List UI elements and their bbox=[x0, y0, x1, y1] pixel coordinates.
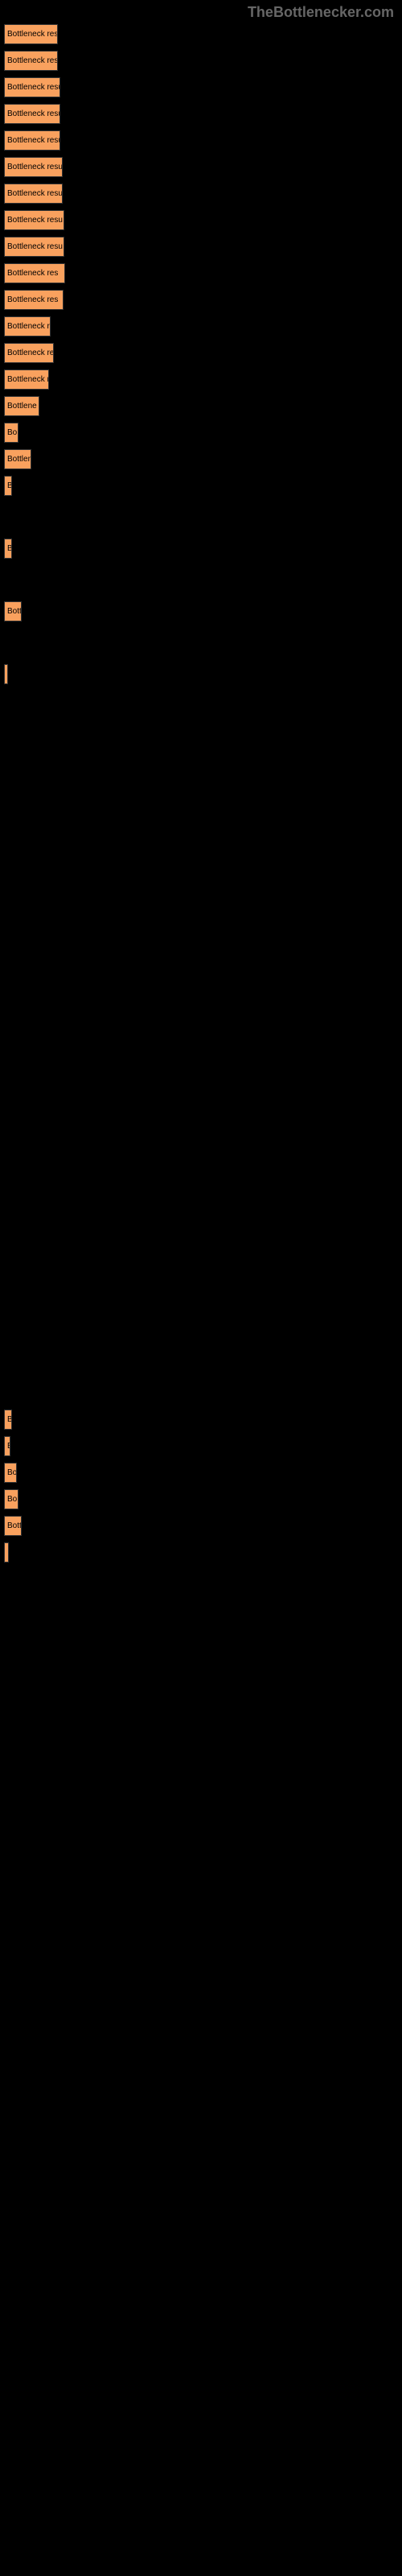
chart-row: B bbox=[4, 1410, 402, 1430]
chart-row: Bottleneck resu bbox=[4, 237, 402, 257]
chart-row bbox=[4, 1068, 402, 1104]
chart-row: Bottleneck re bbox=[4, 343, 402, 363]
chart-row bbox=[4, 727, 402, 763]
chart-bar: Bottleneck resu bbox=[4, 104, 60, 124]
chart-bar: Bottleneck resu bbox=[4, 157, 63, 177]
chart-bar: B bbox=[4, 539, 12, 559]
chart-row: Bottleneck resu bbox=[4, 130, 402, 151]
chart-row: Bottleneck resu bbox=[4, 77, 402, 97]
chart-row: Bottleneck resu bbox=[4, 184, 402, 204]
chart-row: Bott bbox=[4, 1516, 402, 1536]
chart-row: Bottleneck resul bbox=[4, 24, 402, 44]
chart-row: Bottleneck resul bbox=[4, 51, 402, 71]
chart-row: B bbox=[4, 1436, 402, 1456]
chart-row bbox=[4, 1542, 402, 1563]
chart-bar: Bottleneck res bbox=[4, 290, 64, 310]
chart-bar: Bott bbox=[4, 601, 22, 621]
chart-bar: B bbox=[4, 1410, 12, 1430]
chart-bar: Bott bbox=[4, 1516, 22, 1536]
chart-row: Bo bbox=[4, 423, 402, 443]
chart-row bbox=[4, 1154, 402, 1190]
chart-bar: Bo bbox=[4, 1489, 18, 1509]
chart-row: Bottleneck res bbox=[4, 290, 402, 310]
chart-row bbox=[4, 1026, 402, 1062]
chart-bar: Bottlene bbox=[4, 396, 39, 416]
chart-bar bbox=[4, 664, 8, 684]
chart-row: Bo bbox=[4, 1489, 402, 1509]
chart-bar: Bottleneck res bbox=[4, 263, 65, 283]
chart-row: Bo bbox=[4, 1463, 402, 1483]
chart-bar: Bottleneck resu bbox=[4, 237, 64, 257]
chart-row: Bottleneck resu bbox=[4, 157, 402, 177]
chart-bar: Bottleneck resu bbox=[4, 210, 64, 230]
chart-row bbox=[4, 812, 402, 848]
chart-row bbox=[4, 1239, 402, 1275]
chart-row: Bottleneck resu bbox=[4, 104, 402, 124]
spacer bbox=[4, 628, 402, 664]
chart-row: Bottleneck res bbox=[4, 263, 402, 283]
chart-row: Bottleneck resu bbox=[4, 210, 402, 230]
chart-container: Bottleneck resul Bottleneck resul Bottlene… bbox=[0, 0, 402, 1563]
chart-row bbox=[4, 940, 402, 976]
chart-row bbox=[4, 1367, 402, 1403]
chart-row: B bbox=[4, 539, 402, 559]
spacer bbox=[4, 691, 402, 727]
chart-row: B bbox=[4, 476, 402, 496]
chart-bar: Bottleneck r bbox=[4, 369, 49, 390]
chart-row: Bottleneck r bbox=[4, 369, 402, 390]
spacer bbox=[4, 502, 402, 539]
chart-row bbox=[4, 664, 402, 684]
chart-row: Bott bbox=[4, 601, 402, 621]
chart-bar: B bbox=[4, 1436, 10, 1456]
chart-row: Bottlen bbox=[4, 449, 402, 469]
spacer bbox=[4, 565, 402, 601]
chart-bar bbox=[4, 1542, 9, 1563]
chart-row bbox=[4, 1196, 402, 1232]
chart-bar: Bo bbox=[4, 423, 18, 443]
chart-bar: Bottlen bbox=[4, 449, 31, 469]
chart-row bbox=[4, 855, 402, 891]
chart-bar: Bottleneck resul bbox=[4, 51, 58, 71]
chart-bar: Bo bbox=[4, 1463, 17, 1483]
chart-bar: Bottleneck resu bbox=[4, 184, 63, 204]
chart-bar: Bottleneck resu bbox=[4, 130, 60, 151]
chart-bar: Bottleneck resul bbox=[4, 24, 58, 44]
chart-row bbox=[4, 1324, 402, 1360]
chart-row: Bottlene bbox=[4, 396, 402, 416]
chart-bar: Bottleneck resu bbox=[4, 77, 60, 97]
chart-row bbox=[4, 1111, 402, 1147]
chart-row bbox=[4, 1282, 402, 1318]
chart-row bbox=[4, 983, 402, 1019]
chart-bar: Bottleneck re bbox=[4, 343, 54, 363]
chart-row: Bottleneck re bbox=[4, 316, 402, 336]
chart-row bbox=[4, 898, 402, 934]
chart-bar: Bottleneck re bbox=[4, 316, 51, 336]
watermark: TheBottlenecker.com bbox=[248, 4, 394, 21]
chart-row bbox=[4, 770, 402, 806]
chart-bar: B bbox=[4, 476, 12, 496]
